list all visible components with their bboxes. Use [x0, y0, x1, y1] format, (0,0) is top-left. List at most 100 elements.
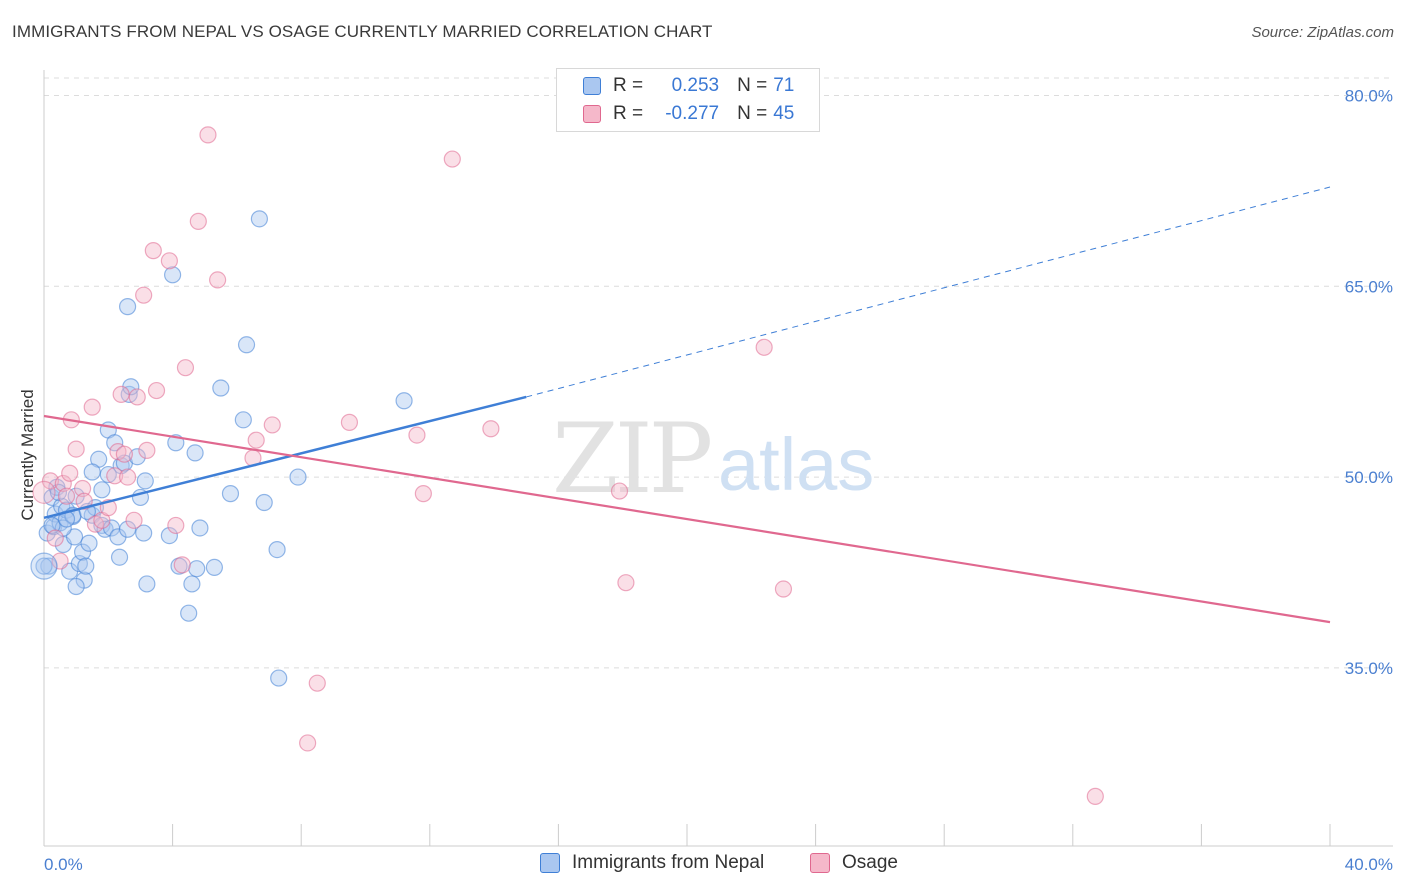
nepal-point [118, 520, 137, 538]
legend-swatch-osage [583, 105, 601, 123]
osage-point [263, 416, 281, 434]
y-tick-label: 65.0% [1345, 277, 1393, 296]
nepal-point [186, 444, 204, 462]
legend-r-value-nepal: 0.253 [671, 75, 720, 96]
osage-point [160, 252, 178, 270]
osage-point [51, 552, 69, 570]
osage-point [167, 516, 185, 535]
osage-point [32, 480, 56, 504]
osage-point [209, 271, 227, 289]
nepal-point [30, 552, 58, 580]
osage-point [774, 580, 793, 598]
y-axis-label: Currently Married [18, 389, 37, 520]
legend-row-osage: R = -0.277 N = 45 [583, 101, 794, 127]
legend-n-label: N = [737, 103, 768, 124]
osage-point [617, 574, 635, 592]
osage-point [755, 338, 773, 356]
osage-point [138, 441, 156, 459]
axes [43, 70, 1393, 847]
osage-point [118, 468, 137, 486]
nepal-point [77, 557, 95, 575]
nepal-point [289, 468, 307, 486]
nepal-point [188, 560, 206, 578]
osage-point [46, 529, 64, 547]
nepal-point [221, 485, 240, 503]
nepal-trendline-extension [526, 186, 1331, 398]
series-legend: Immigrants from Nepal Osage [0, 852, 1406, 878]
osage-point [299, 734, 317, 752]
nepal-point [136, 472, 154, 490]
osage-point [67, 440, 85, 458]
nepal-point [96, 520, 114, 538]
legend-label-osage: Osage [842, 852, 898, 873]
nepal-point [118, 298, 137, 316]
legend-n-value-nepal: 71 [773, 75, 795, 96]
osage-point [189, 212, 207, 230]
osage-point [199, 126, 217, 144]
legend-swatch-nepal [583, 77, 601, 95]
legend-row-nepal: R = 0.253 N = 71 [583, 73, 794, 99]
watermark-atlas: atlas [718, 423, 874, 506]
trendlines [43, 186, 1331, 624]
nepal-point [212, 379, 230, 397]
source-label: Source: ZipAtlas.com [1251, 24, 1394, 41]
x-tick-labels: 0.0% 40.0% [44, 855, 1393, 874]
y-tick-label: 50.0% [1345, 468, 1393, 487]
osage-point [482, 420, 500, 438]
nepal-point [67, 577, 85, 596]
osage-point [106, 467, 124, 485]
legend-r-label: R = [613, 75, 644, 96]
gridlines [44, 77, 1393, 669]
nepal-point [35, 557, 53, 575]
nepal-point [43, 516, 61, 535]
nepal-point [65, 528, 84, 546]
nepal-point [164, 266, 182, 284]
x-tick-label: 0.0% [44, 855, 83, 874]
y-tick-label: 80.0% [1345, 86, 1393, 105]
osage-point [128, 388, 146, 406]
legend-swatch-nepal [540, 853, 560, 873]
nepal-trendline [43, 395, 527, 520]
nepal-point [106, 434, 124, 452]
osage-trendline [43, 414, 1331, 624]
nepal-point [234, 411, 252, 429]
osage-point [443, 150, 461, 168]
watermark-zip: ZIP [552, 403, 711, 515]
legend-item-osage: Osage [810, 852, 898, 874]
osage-point [61, 464, 79, 482]
nepal-point [80, 534, 98, 552]
osage-point [135, 286, 153, 304]
nepal-point [83, 463, 101, 481]
osage-point [173, 556, 191, 574]
osage-point [144, 242, 162, 260]
osage-point [1086, 787, 1104, 805]
osage-point [54, 474, 72, 493]
nepal-point [191, 519, 209, 537]
nepal-point [180, 604, 198, 622]
osage-point [57, 487, 76, 505]
chart-title: IMMIGRANTS FROM NEPAL VS OSAGE CURRENTLY… [12, 22, 713, 41]
osage-point [73, 479, 92, 498]
osage-point [125, 511, 143, 529]
osage-point [408, 426, 426, 444]
osage-point [308, 674, 326, 692]
nepal-point [250, 210, 269, 228]
legend-item-nepal: Immigrants from Nepal [540, 852, 764, 874]
osage-point [610, 482, 629, 500]
nepal-point [160, 526, 178, 545]
nepal-point [135, 524, 153, 542]
legend-n-value-osage: 45 [773, 103, 795, 124]
osage-point [176, 359, 195, 377]
watermark: ZIP atlas [552, 403, 874, 515]
osage-point [340, 413, 359, 431]
osage-point [247, 431, 265, 449]
osage-point [115, 445, 133, 463]
stats-legend: R = 0.253 N = 71 R = -0.277 N = 45 [556, 68, 820, 132]
nepal-point [205, 558, 223, 577]
osage-point [112, 385, 130, 403]
osage-point [414, 485, 432, 503]
nepal-point [237, 336, 256, 354]
nepal-point [395, 392, 413, 410]
nepal-point [255, 493, 273, 512]
